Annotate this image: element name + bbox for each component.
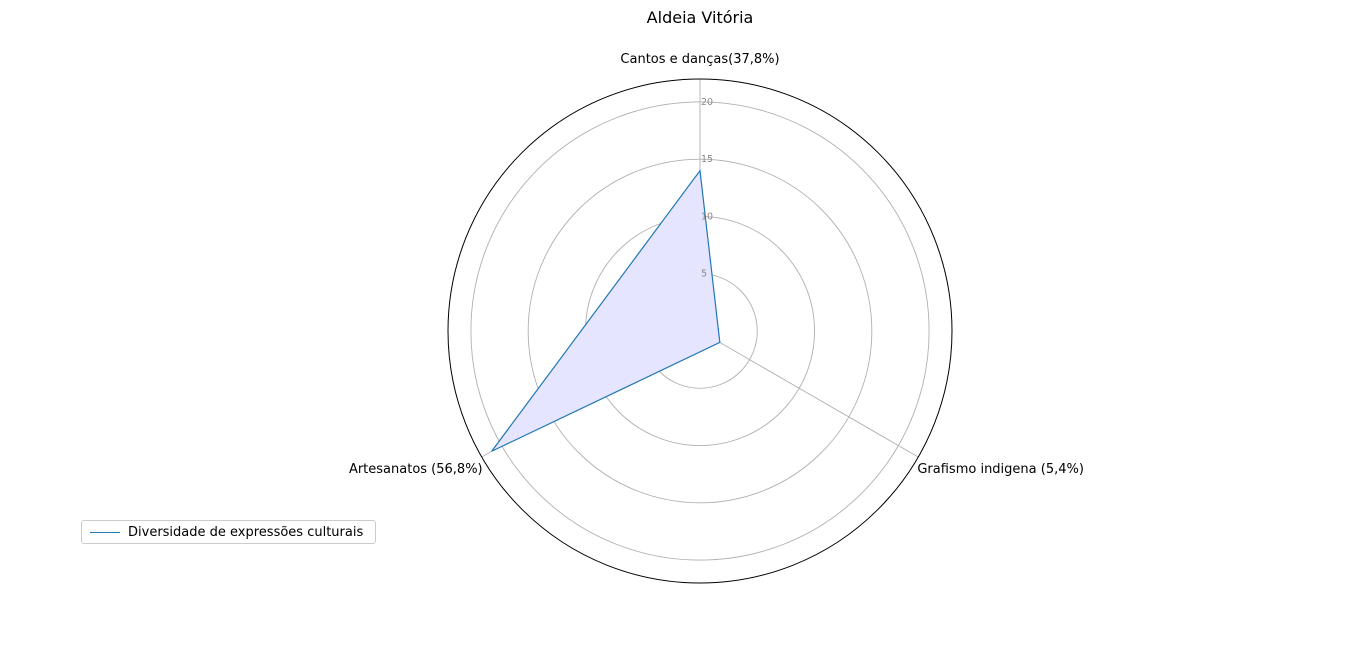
- radial-tick-label-5: 5: [701, 269, 707, 280]
- outer-frame: [447, 78, 953, 584]
- category-label-2: Artesanatos (56,8%): [349, 462, 483, 477]
- series-fill-0: [491, 170, 720, 452]
- series-line-0: [491, 169, 721, 452]
- radar-series: [491, 169, 721, 452]
- category-label-0: Cantos e danças(37,8%): [620, 52, 779, 67]
- chart-title: Aldeia Vitória: [647, 8, 754, 27]
- radial-tick-label-15: 15: [701, 154, 713, 165]
- spoke-1: [699, 330, 919, 458]
- radar-labels: 5 10 15 20 Cantos e danças(37,8%) Grafismo in…: [349, 52, 1084, 477]
- category-label-1: Grafismo indigena (5,4%): [917, 462, 1084, 477]
- radial-tick-label-10: 10: [701, 211, 713, 222]
- legend-label-0: Diversidade de expressões culturais: [128, 524, 364, 540]
- radial-tick-label-20: 20: [701, 97, 713, 108]
- legend: Diversidade de expressões culturais: [81, 520, 377, 544]
- legend-swatch-0: [90, 531, 120, 533]
